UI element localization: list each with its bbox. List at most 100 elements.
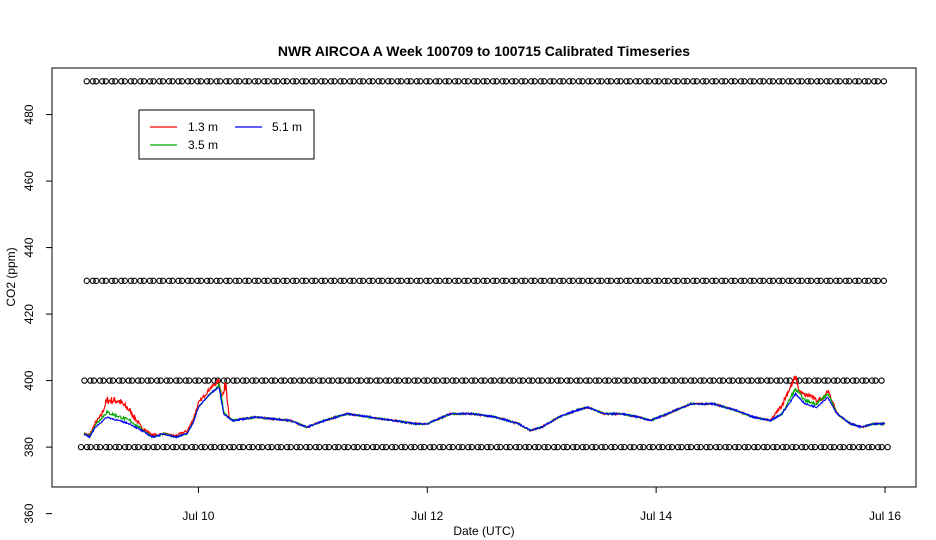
marker-0-6: [112, 78, 119, 85]
marker-1-40: [274, 277, 281, 284]
marker-1-124: [674, 277, 681, 284]
marker-0-133: [718, 78, 725, 85]
marker-2-40: [271, 377, 279, 384]
marker-1-53: [337, 277, 344, 284]
marker-1-118: [645, 277, 653, 284]
marker-3-23: [188, 443, 196, 451]
marker-2-80: [462, 377, 469, 384]
marker-3-84: [478, 443, 485, 451]
marker-3-18: [163, 443, 170, 451]
marker-1-127: [690, 277, 697, 284]
marker-0-90: [512, 78, 519, 85]
marker-1-3: [99, 277, 106, 284]
marker-1-16: [159, 277, 167, 284]
marker-0-144: [769, 78, 777, 85]
marker-0-85: [489, 78, 497, 85]
marker-3-11: [131, 443, 138, 451]
marker-2-166: [872, 377, 879, 384]
plot-frame: [51, 67, 917, 488]
marker-0-56: [350, 78, 357, 85]
marker-1-143: [766, 277, 773, 284]
marker-1-49: [318, 277, 325, 284]
marker-2-131: [706, 377, 714, 384]
marker-3-16: [154, 443, 161, 451]
marker-1-0: [83, 277, 90, 284]
marker-1-82: [474, 277, 481, 284]
marker-3-77: [446, 443, 453, 451]
marker-2-10: [128, 377, 136, 384]
marker-1-71: [423, 277, 430, 284]
marker-2-105: [582, 377, 590, 384]
marker-3-168: [878, 443, 885, 451]
x-axis: Jul 10 Jul 12 Jul 14 Jul 16: [182, 487, 901, 523]
marker-0-77: [451, 78, 459, 85]
marker-1-30: [226, 277, 233, 284]
legend-label-3: 5.1 m: [272, 120, 302, 134]
marker-3-4: [96, 443, 104, 451]
marker-0-36: [255, 78, 262, 85]
marker-0-134: [722, 78, 729, 85]
marker-0-44: [293, 78, 300, 85]
marker-1-60: [369, 277, 376, 284]
marker-0-39: [270, 78, 277, 85]
marker-3-19: [169, 443, 176, 451]
marker-1-136: [731, 277, 739, 284]
marker-2-158: [834, 377, 841, 384]
marker-3-169: [884, 443, 891, 451]
marker-1-63: [385, 277, 392, 284]
marker-0-114: [626, 78, 634, 85]
marker-0-99: [556, 78, 563, 85]
marker-3-3: [93, 443, 100, 451]
marker-3-103: [569, 443, 577, 451]
marker-1-25: [203, 277, 211, 284]
marker-1-39: [270, 277, 277, 284]
marker-0-128: [693, 78, 700, 85]
marker-0-138: [741, 78, 748, 85]
marker-0-73: [432, 78, 440, 85]
marker-2-106: [586, 377, 593, 384]
marker-2-78: [453, 377, 460, 384]
marker-3-37: [255, 443, 262, 451]
marker-3-80: [459, 443, 466, 451]
marker-2-114: [624, 377, 631, 384]
marker-2-89: [506, 377, 513, 384]
marker-0-136: [731, 78, 739, 85]
marker-2-17: [163, 377, 170, 384]
marker-1-102: [569, 277, 576, 284]
marker-0-84: [483, 78, 491, 85]
marker-0-154: [817, 78, 824, 85]
marker-2-102: [567, 377, 574, 384]
marker-2-1: [87, 377, 94, 384]
marker-3-45: [293, 443, 300, 451]
marker-0-38: [264, 78, 271, 85]
x-axis-label: Date (UTC): [453, 524, 514, 538]
marker-1-130: [703, 277, 710, 284]
marker-2-21: [182, 377, 189, 384]
marker-3-58: [354, 443, 361, 451]
marker-2-39: [268, 377, 275, 384]
marker-3-145: [770, 443, 777, 451]
marker-0-96: [541, 78, 548, 85]
marker-2-35: [249, 377, 256, 384]
marker-0-150: [798, 78, 805, 85]
marker-1-167: [880, 277, 888, 284]
y-tick-label-0: 360: [22, 503, 36, 523]
marker-1-91: [518, 277, 525, 284]
marker-1-117: [642, 277, 649, 284]
marker-3-100: [554, 443, 561, 451]
marker-3-0: [77, 443, 85, 451]
marker-3-162: [849, 443, 857, 451]
marker-1-106: [588, 277, 596, 284]
marker-2-111: [611, 377, 618, 384]
marker-3-92: [516, 443, 523, 451]
marker-2-167: [878, 377, 885, 384]
marker-0-7: [118, 78, 125, 85]
marker-1-150: [798, 277, 805, 284]
marker-3-136: [726, 443, 733, 451]
marker-2-59: [363, 377, 371, 384]
y-tick-label-3: 420: [22, 304, 36, 324]
marker-2-96: [538, 377, 546, 384]
marker-3-64: [382, 443, 390, 451]
marker-3-155: [817, 443, 825, 451]
marker-3-38: [258, 443, 266, 451]
